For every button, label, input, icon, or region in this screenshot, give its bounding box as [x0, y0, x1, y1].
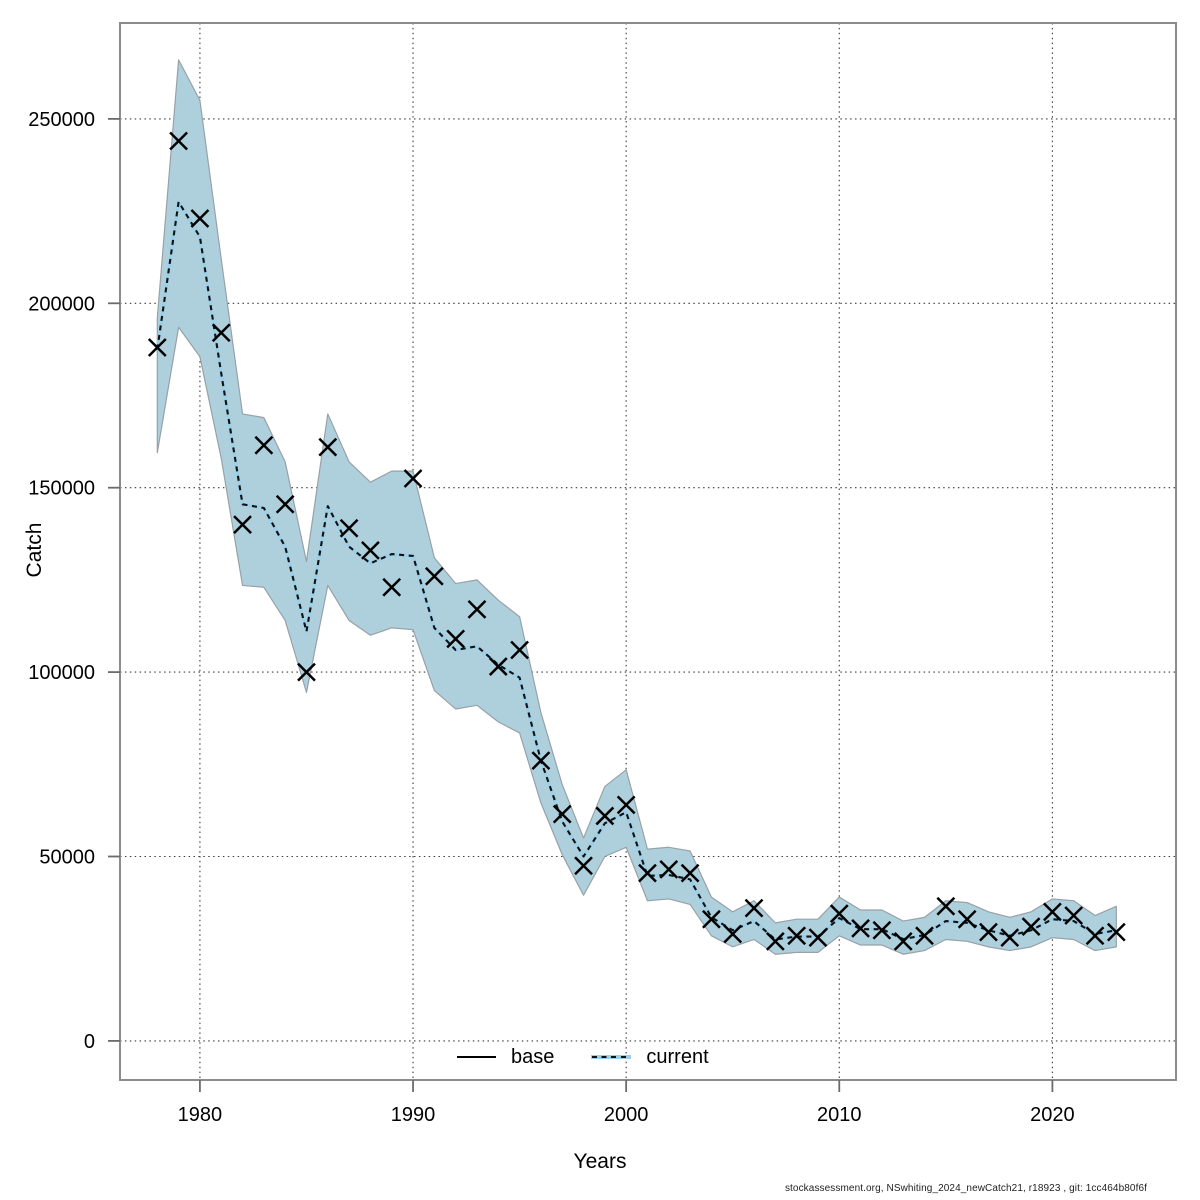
observed-catch-marker	[275, 494, 295, 514]
x-tick-label: 2010	[817, 1104, 862, 1126]
current-fit-line-dashes	[156, 200, 1117, 941]
observed-catch-marker	[318, 437, 338, 457]
observed-catch-marker	[211, 323, 231, 343]
observed-catch-marker	[851, 919, 870, 938]
observed-catch-marker	[1043, 902, 1062, 922]
observed-catch-marker	[1021, 917, 1041, 936]
observed-catch-marker	[531, 751, 551, 770]
observed-catch-marker	[638, 863, 657, 883]
observed-catch-marker	[552, 804, 572, 824]
observed-catch-marker	[424, 566, 444, 586]
observed-catch-marker	[297, 662, 316, 682]
observed-catch-marker	[488, 657, 508, 676]
observed-catch-marker	[1000, 928, 1020, 948]
observed-catch-marker	[744, 898, 764, 918]
y-tick-label: 50000	[39, 847, 95, 869]
y-tick-label: 100000	[28, 662, 95, 684]
observed-catch-marker	[1106, 922, 1126, 942]
x-tick-label: 2000	[604, 1104, 649, 1126]
observed-catch-marker	[829, 904, 849, 924]
y-axis-title: Catch	[23, 522, 46, 578]
observed-catch-marker	[872, 920, 892, 940]
legend-label-base: base	[511, 1045, 555, 1068]
observed-catch-marker	[382, 577, 402, 597]
observed-catch-marker	[403, 469, 423, 488]
base-line-swatch	[457, 1055, 496, 1059]
confidence-band	[156, 59, 1117, 955]
x-tick-label: 1990	[391, 1104, 436, 1126]
x-tick-label: 1980	[178, 1104, 223, 1126]
observed-catch-marker	[979, 922, 998, 942]
observed-catch-marker	[616, 795, 636, 815]
observed-catch-marker	[595, 806, 615, 826]
observed-catch-marker	[893, 931, 913, 951]
x-tick-label: 2020	[1030, 1104, 1075, 1126]
observed-catch-marker	[680, 863, 700, 883]
plot-border	[119, 22, 1177, 1081]
observed-catch-marker	[765, 931, 785, 951]
observed-catch-marker	[147, 338, 167, 357]
x-axis-title: Years	[573, 1150, 627, 1173]
current-line-swatch	[591, 1055, 632, 1059]
observed-catch-marker	[467, 600, 487, 619]
observed-catch-marker	[808, 928, 828, 948]
observed-catch-marker	[1085, 926, 1105, 946]
observed-catch-marker	[957, 909, 977, 929]
footer-watermark: stockassessment.org, NSwhiting_2024_newC…	[784, 1183, 1147, 1194]
legend-label-current: current	[646, 1045, 709, 1068]
observed-catch-marker	[339, 518, 359, 538]
observed-catch-marker	[446, 629, 466, 649]
observed-catch-marker	[169, 131, 188, 151]
observed-catch-marker	[190, 209, 210, 228]
observed-catch-marker	[915, 926, 934, 946]
legend: base current	[457, 1044, 709, 1070]
y-tick-label: 150000	[28, 478, 95, 500]
observed-catch-marker	[723, 924, 743, 944]
observed-catch-marker	[254, 435, 274, 455]
observed-catch-marker	[361, 541, 380, 560]
observed-catch-marker	[1064, 906, 1084, 925]
y-tick-label: 0	[84, 1031, 95, 1053]
y-tick-label: 250000	[28, 109, 95, 131]
observed-catch-marker	[233, 515, 252, 534]
observed-catch-marker	[510, 640, 529, 660]
observed-catch-marker	[702, 909, 721, 929]
observed-catch-marker	[936, 896, 956, 916]
observed-catch-marker	[574, 856, 593, 876]
observed-catch-marker	[659, 860, 679, 879]
observed-catch-marker	[787, 926, 807, 946]
y-tick-label: 200000	[28, 293, 95, 315]
